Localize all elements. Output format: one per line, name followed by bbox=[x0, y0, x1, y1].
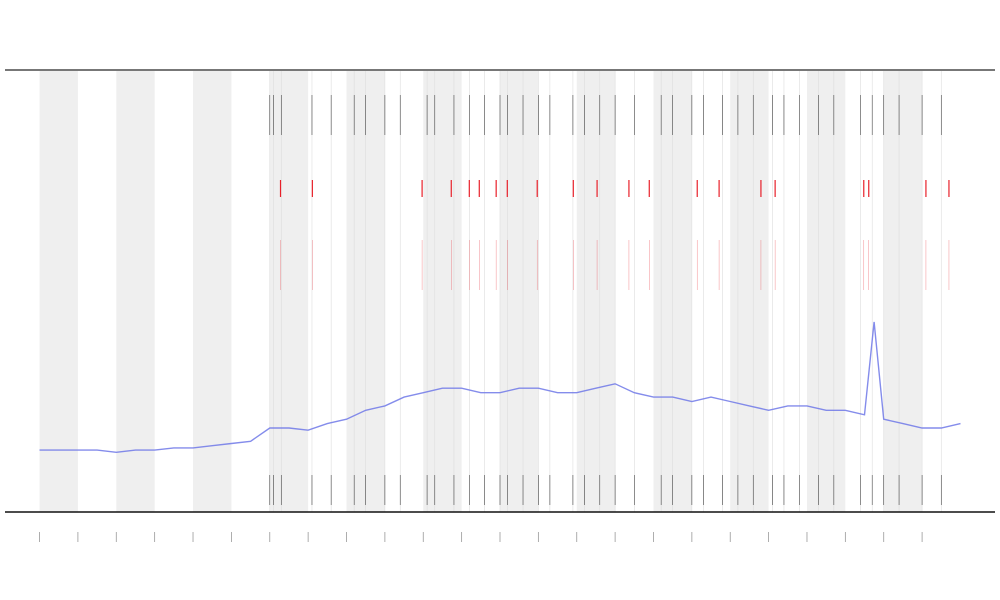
shaded-band bbox=[423, 70, 462, 512]
plot-area bbox=[39, 70, 961, 512]
shaded-band bbox=[39, 70, 78, 512]
shaded-band bbox=[193, 70, 232, 512]
shaded-band bbox=[883, 70, 923, 512]
shaded-band bbox=[806, 70, 846, 512]
shaded-band bbox=[730, 70, 769, 512]
bands bbox=[39, 70, 923, 512]
shaded-band bbox=[500, 70, 539, 512]
shaded-band bbox=[269, 70, 309, 512]
shaded-band bbox=[576, 70, 616, 512]
series-line bbox=[39, 321, 961, 454]
shaded-band bbox=[116, 70, 155, 512]
